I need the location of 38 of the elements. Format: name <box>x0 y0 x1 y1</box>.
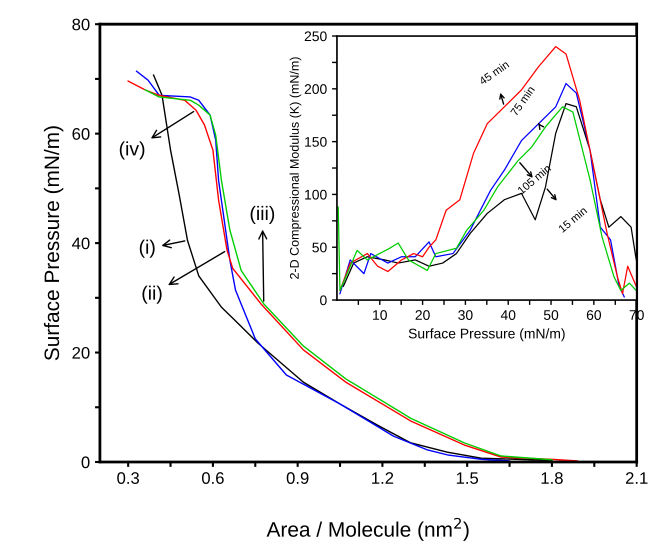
x-axis-title: Area / Molecule (nm$^{2}$) <box>266 518 469 541</box>
x-tick-label: 10 <box>373 310 387 320</box>
x-tick-label: 60 <box>586 310 602 320</box>
x-tick-label: 2.1 <box>626 472 648 484</box>
x-tick-label: 0.9 <box>286 472 308 484</box>
y-tick-label: 40 <box>72 238 90 250</box>
x-tick-label: 0.3 <box>117 472 140 484</box>
y-axis-title: 2-D Compressional Modulus (K) (mN/m) <box>290 57 302 279</box>
x-tick-label: 50 <box>544 310 558 320</box>
y-axis-title: Surface Pressure (mN/m) <box>44 126 64 360</box>
y-tick-label: 0 <box>82 456 90 468</box>
annotation: 45 min <box>478 60 510 86</box>
annotation: 105 min <box>516 164 552 195</box>
y-tick-label: 150 <box>305 136 327 147</box>
annotation: (i) <box>140 240 155 258</box>
y-tick-label: 250 <box>304 31 327 42</box>
y-tick-label: 0 <box>320 295 327 306</box>
y-tick-label: 50 <box>312 242 327 252</box>
y-tick-label: 20 <box>72 346 90 359</box>
x-tick-label: 40 <box>500 310 516 320</box>
x-tick-label: 30 <box>458 310 473 320</box>
annotation: (iii) <box>250 206 274 224</box>
y-tick-label: 100 <box>305 190 327 200</box>
y-tick-label: 200 <box>304 84 327 94</box>
annotation: 75 min <box>510 85 535 116</box>
x-tick-label: 20 <box>416 310 430 320</box>
y-tick-label: 60 <box>72 128 90 140</box>
line-series <box>339 46 637 294</box>
annotation: (ii) <box>142 286 162 304</box>
x-axis-title: Surface Pressure (mN/m) <box>408 328 565 342</box>
annotation: 15 min <box>558 206 588 233</box>
y-tick-label: 80 <box>72 18 90 30</box>
x-tick-label: 1.5 <box>456 472 478 484</box>
line-series <box>339 82 625 298</box>
x-tick-label: 1.8 <box>542 472 563 484</box>
x-tick-label: 0.6 <box>202 472 224 484</box>
annotation: (iv) <box>120 141 144 160</box>
x-tick-label: 1.2 <box>372 472 394 484</box>
